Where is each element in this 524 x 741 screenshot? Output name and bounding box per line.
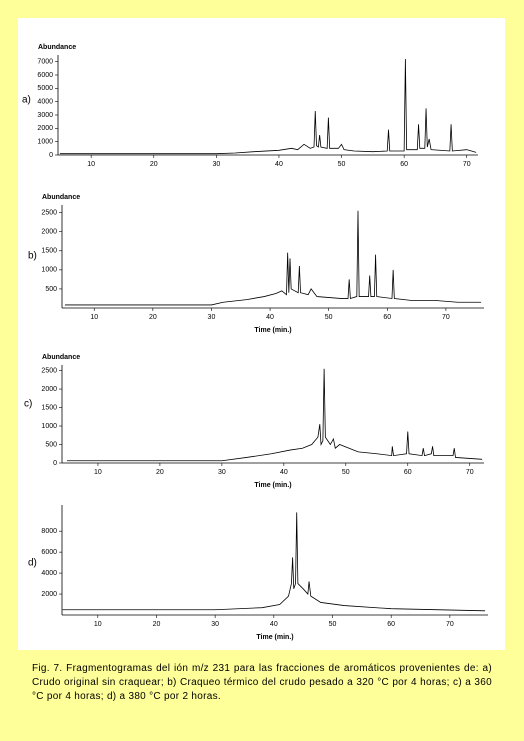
x-tick-label: 30 xyxy=(208,314,216,321)
x-tick-label: 70 xyxy=(446,621,454,628)
x-tick-label: 20 xyxy=(150,161,158,168)
x-tick-label: 60 xyxy=(404,469,412,476)
y-tick-label: 1500 xyxy=(41,404,57,411)
y-axis-label: Abundance xyxy=(42,194,80,201)
x-tick-label: 40 xyxy=(275,161,283,168)
x-tick-label: 30 xyxy=(218,469,226,476)
figure-panel xyxy=(18,18,505,650)
y-tick-label: 8000 xyxy=(41,528,57,535)
y-tick-label: 1000 xyxy=(37,139,53,146)
y-tick-label: 2500 xyxy=(41,209,57,216)
x-tick-label: 60 xyxy=(387,621,395,628)
chromatogram-line xyxy=(66,368,483,462)
x-tick-label: 50 xyxy=(342,469,350,476)
x-tick-label: 10 xyxy=(90,314,98,321)
y-tick-label: 4000 xyxy=(37,99,53,106)
caption: Fig. 7. Fragmentogramas del ión m/z 231 … xyxy=(32,663,492,702)
panel-label: b) xyxy=(28,251,37,262)
x-tick-label: 30 xyxy=(211,621,219,628)
chromatogram-line xyxy=(59,58,477,155)
x-tick-label: 70 xyxy=(442,314,450,321)
y-tick-label: 2000 xyxy=(41,229,57,236)
y-tick-label: 2500 xyxy=(41,367,57,374)
x-tick-label: 60 xyxy=(383,314,391,321)
x-tick-label: 20 xyxy=(156,469,164,476)
y-tick-label: 2000 xyxy=(41,591,57,598)
x-axis-label: Time (min.) xyxy=(254,327,291,334)
y-tick-label: 6000 xyxy=(37,72,53,79)
x-tick-label: 50 xyxy=(338,161,346,168)
y-tick-label: 7000 xyxy=(37,59,53,66)
y-tick-label: 2000 xyxy=(37,125,53,132)
x-tick-label: 10 xyxy=(94,621,102,628)
x-tick-label: 40 xyxy=(266,314,274,321)
y-axis-label: Abundance xyxy=(42,354,80,361)
y-tick-label: 0 xyxy=(53,460,57,467)
y-tick-label: 6000 xyxy=(41,549,57,556)
y-tick-label: 3000 xyxy=(37,112,53,119)
y-tick-label: 2000 xyxy=(41,386,57,393)
panel-label: a) xyxy=(22,95,31,106)
figure: Abundance a) 10 20 30 40 50 60 70 0 1000 2000 3000 40… xyxy=(18,18,505,650)
y-tick-label: 500 xyxy=(45,441,57,448)
y-tick-label: 0 xyxy=(49,152,53,159)
x-tick-label: 20 xyxy=(149,314,157,321)
x-tick-label: 70 xyxy=(463,161,471,168)
x-tick-label: 40 xyxy=(270,621,278,628)
x-tick-label: 60 xyxy=(400,161,408,168)
y-tick-label: 1500 xyxy=(41,248,57,255)
x-tick-label: 50 xyxy=(329,621,337,628)
y-tick-label: 5000 xyxy=(37,85,53,92)
y-tick-label: 500 xyxy=(45,286,57,293)
x-tick-label: 10 xyxy=(94,469,102,476)
x-tick-label: 30 xyxy=(212,161,220,168)
y-axis-label: Abundance xyxy=(38,44,76,51)
y-tick-label: 1000 xyxy=(41,423,57,430)
y-tick-label: 1000 xyxy=(41,267,57,274)
y-tick-label: 4000 xyxy=(41,570,57,577)
x-tick-label: 70 xyxy=(466,469,474,476)
x-tick-label: 50 xyxy=(325,314,333,321)
chromatogram-line xyxy=(64,210,482,306)
x-axis-label: Time (min.) xyxy=(254,482,291,489)
panel-label: c) xyxy=(24,399,32,410)
chromatogram-line xyxy=(62,512,486,612)
x-axis-label: Time (min.) xyxy=(256,634,293,641)
x-tick-label: 40 xyxy=(280,469,288,476)
panel-label: d) xyxy=(28,558,37,569)
x-tick-label: 20 xyxy=(153,621,161,628)
x-tick-label: 10 xyxy=(87,161,95,168)
